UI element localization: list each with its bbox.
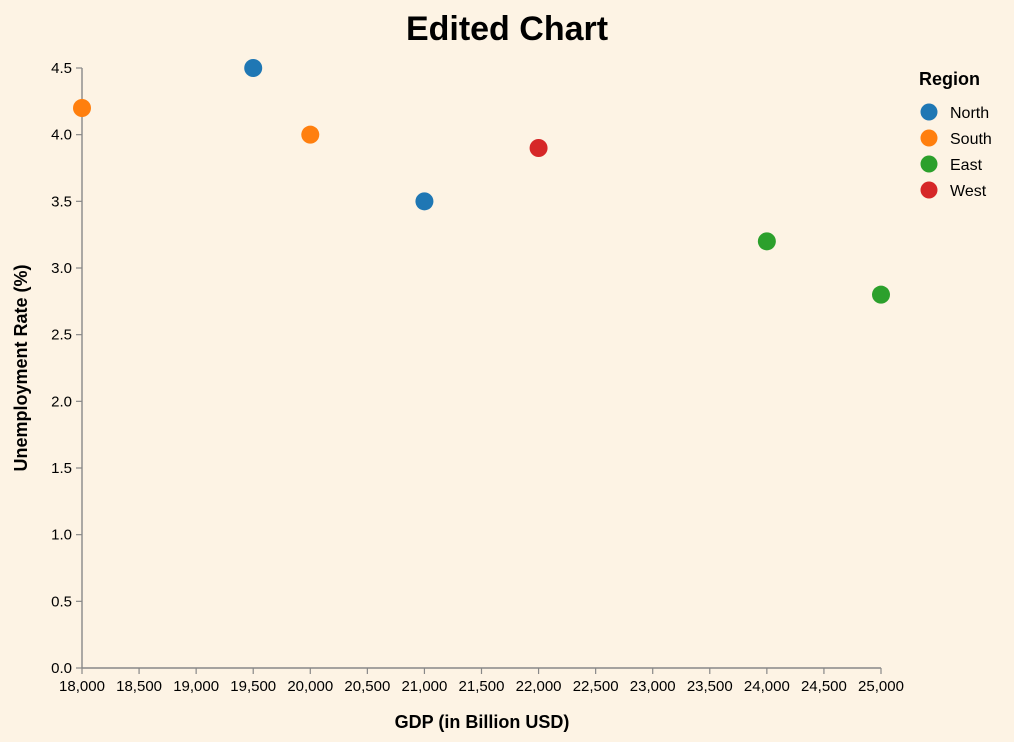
legend: Region North South East West bbox=[919, 69, 992, 200]
data-point-west[interactable] bbox=[529, 139, 548, 157]
y-tick-label: 1.0 bbox=[51, 527, 72, 544]
y-tick-label: 1.5 bbox=[51, 460, 72, 477]
x-tick-label: 21,500 bbox=[459, 678, 505, 695]
y-tick-label: 0.0 bbox=[51, 660, 72, 677]
data-point-north[interactable] bbox=[415, 192, 434, 211]
x-tick-label: 19,000 bbox=[173, 678, 219, 695]
x-tick-label: 20,000 bbox=[287, 678, 333, 695]
x-tick-label: 23,000 bbox=[630, 678, 676, 695]
data-point-east[interactable] bbox=[872, 285, 890, 304]
x-tick-label: 18,000 bbox=[59, 678, 105, 695]
x-axis: 18,000 18,500 19,000 19,500 20,000 20,500 21,0… bbox=[59, 667, 904, 695]
x-tick-label: 21,000 bbox=[401, 678, 447, 695]
legend-swatch-north bbox=[920, 103, 938, 121]
chart-title: Edited Chart bbox=[406, 10, 608, 48]
data-point-south[interactable] bbox=[301, 125, 320, 144]
y-axis: 0.0 0.5 1.0 1.5 2.0 2.5 3.0 3.5 4.0 4.5 bbox=[51, 60, 83, 677]
y-tick-label: 4.5 bbox=[51, 60, 72, 77]
y-tick-label: 3.0 bbox=[51, 260, 72, 277]
x-tick-label: 25,000 bbox=[858, 678, 904, 695]
y-tick-label: 2.0 bbox=[51, 393, 72, 410]
x-axis-title: GDP (in Billion USD) bbox=[395, 712, 570, 732]
x-tick-label: 18,500 bbox=[116, 678, 162, 695]
data-point-north[interactable] bbox=[244, 59, 263, 77]
x-tick-label: 23,500 bbox=[687, 678, 733, 695]
x-tick-label: 24,500 bbox=[801, 678, 847, 695]
legend-swatch-east bbox=[920, 155, 938, 173]
x-tick-label: 19,500 bbox=[230, 678, 276, 695]
x-tick-label: 24,000 bbox=[744, 678, 790, 695]
data-point-east[interactable] bbox=[757, 232, 776, 251]
legend-label-north: North bbox=[950, 105, 989, 122]
data-point-south[interactable] bbox=[73, 99, 91, 117]
y-tick-label: 2.5 bbox=[51, 327, 72, 344]
legend-title: Region bbox=[919, 69, 980, 89]
y-axis-title: Unemployment Rate (%) bbox=[11, 264, 31, 471]
legend-label-west: West bbox=[950, 183, 987, 200]
x-tick-label: 20,500 bbox=[344, 678, 390, 695]
legend-label-south: South bbox=[950, 131, 992, 148]
y-tick-label: 4.0 bbox=[51, 127, 72, 144]
x-tick-label: 22,500 bbox=[573, 678, 619, 695]
x-tick-label: 22,000 bbox=[516, 678, 562, 695]
legend-swatch-south bbox=[920, 129, 938, 147]
y-tick-label: 3.5 bbox=[51, 193, 72, 210]
y-tick-label: 0.5 bbox=[51, 593, 72, 610]
legend-label-east: East bbox=[950, 157, 983, 174]
legend-swatch-west bbox=[920, 181, 938, 199]
data-points bbox=[73, 59, 890, 304]
